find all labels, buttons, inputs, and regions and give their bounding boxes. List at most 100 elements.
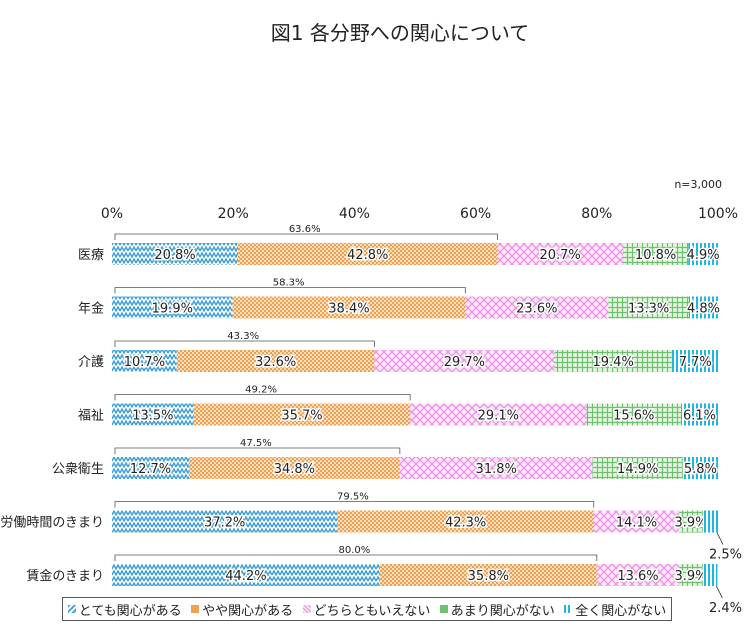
value-label: 14.1% bbox=[616, 516, 657, 531]
value-label: 6.1% bbox=[683, 409, 716, 424]
value-label: 4.8% bbox=[687, 302, 720, 317]
bar-segment bbox=[112, 243, 239, 265]
x-tick-label: 100% bbox=[698, 206, 738, 222]
bar-segment bbox=[497, 243, 623, 265]
bar-row: 福祉 49.2% 13.5% 35.7% 29.1% 15.6% 6.1% bbox=[78, 385, 718, 426]
value-label: 2.4% bbox=[709, 601, 742, 616]
bar-segment bbox=[112, 403, 194, 426]
leader-line bbox=[716, 585, 723, 599]
bar-segment bbox=[679, 564, 703, 586]
bracket-label: 79.5% bbox=[337, 492, 369, 503]
x-tick-label: 0% bbox=[101, 206, 123, 222]
bar-row: 労働時間のきまり 79.5% 37.2% 42.3% 14.1% 3.9% 2.5% bbox=[0, 492, 742, 563]
category-label: 公衆衛生 bbox=[52, 461, 104, 477]
legend-swatch bbox=[302, 605, 311, 613]
bar-segment bbox=[379, 564, 597, 586]
bracket-label: 49.2% bbox=[245, 385, 277, 396]
bar-segment bbox=[586, 403, 682, 426]
bar-segment bbox=[337, 510, 594, 533]
bar-segment bbox=[176, 350, 375, 372]
legend-item: どちらともいえない bbox=[302, 600, 431, 619]
bar-row: 介護 43.3% 10.7% 32.6% 29.7% 19.4% 7.7% bbox=[78, 331, 719, 372]
value-label: 32.6% bbox=[255, 355, 296, 370]
value-label: 4.9% bbox=[687, 248, 720, 263]
bar-segment bbox=[592, 457, 683, 479]
interest-bracket bbox=[114, 233, 498, 240]
sample-size-note: n=3,000 bbox=[674, 178, 722, 191]
x-axis-ticks: 0% 20% 40% 60% 80% 100% bbox=[101, 206, 738, 222]
value-label: 19.9% bbox=[152, 302, 193, 317]
x-tick-label: 20% bbox=[218, 206, 249, 222]
x-tick-label: 40% bbox=[339, 206, 370, 222]
bar-segment bbox=[679, 510, 703, 533]
bracket-label: 58.3% bbox=[273, 278, 305, 289]
bar-segment bbox=[682, 457, 718, 479]
value-label: 37.2% bbox=[204, 516, 245, 531]
interest-bracket bbox=[114, 394, 411, 401]
x-tick-label: 80% bbox=[581, 206, 612, 222]
bar-segment bbox=[193, 403, 411, 426]
category-label: 労働時間のきまり bbox=[0, 516, 104, 531]
bracket-label: 43.3% bbox=[227, 331, 259, 342]
interest-bracket bbox=[114, 554, 598, 561]
bar-row: 賃金のきまり 80.0% 44.2% 35.8% 13.6% 3.9% 2.4% bbox=[26, 545, 742, 616]
bar-segment bbox=[399, 457, 593, 479]
value-label: 20.8% bbox=[154, 248, 195, 263]
value-label: 34.8% bbox=[274, 462, 315, 477]
bar-segment bbox=[112, 510, 338, 533]
legend-label: どちらともいえない bbox=[313, 603, 431, 619]
legend-item: あまり関心がない bbox=[439, 600, 555, 619]
bar-segment bbox=[593, 510, 680, 533]
bar-row: 公衆衛生 47.5% 12.7% 34.8% 31.8% 14.9% 5.8% bbox=[52, 438, 718, 479]
bar-segment bbox=[112, 457, 189, 479]
bar-segment bbox=[702, 510, 718, 533]
value-label: 10.7% bbox=[124, 355, 165, 370]
bar-segment bbox=[374, 350, 555, 372]
value-label: 29.1% bbox=[478, 409, 519, 424]
value-label: 20.7% bbox=[539, 248, 580, 263]
category-label: 賃金のきまり bbox=[26, 568, 104, 584]
value-label: 42.8% bbox=[347, 248, 388, 263]
interest-bracket bbox=[114, 501, 595, 508]
value-label: 29.7% bbox=[444, 355, 485, 370]
value-label: 12.7% bbox=[130, 462, 171, 477]
value-label: 35.8% bbox=[468, 569, 509, 584]
category-label: 福祉 bbox=[78, 409, 104, 424]
bar-segment bbox=[188, 457, 400, 479]
legend-label: あまり関心がない bbox=[450, 603, 555, 619]
bar-segment bbox=[112, 564, 380, 586]
bar-segment bbox=[622, 243, 689, 265]
bar-row: 年金 58.3% 19.9% 38.4% 23.6% 13.3% 4.8% bbox=[78, 278, 721, 319]
legend-label: とても関心がある bbox=[78, 603, 182, 619]
value-label: 35.7% bbox=[281, 409, 322, 424]
value-label: 44.2% bbox=[225, 569, 266, 584]
value-label: 13.3% bbox=[628, 302, 669, 317]
interest-bracket bbox=[114, 340, 375, 347]
category-label: 年金 bbox=[78, 301, 104, 317]
value-label: 15.6% bbox=[613, 409, 654, 424]
category-label: 医療 bbox=[78, 248, 104, 263]
legend-label: やや関心がある bbox=[202, 603, 294, 619]
legend: とても関心がある やや関心がある どちらともいえない あまり関心がない 全く関心がない bbox=[62, 597, 672, 621]
leader-line bbox=[716, 532, 724, 545]
bar-segment bbox=[465, 296, 609, 319]
bar-segment bbox=[681, 403, 718, 426]
value-label: 3.9% bbox=[675, 516, 708, 531]
bar-segment bbox=[232, 296, 466, 319]
bracket-label: 80.0% bbox=[339, 545, 371, 556]
legend-swatch bbox=[564, 605, 573, 613]
value-label: 23.6% bbox=[516, 302, 557, 317]
value-label: 31.8% bbox=[476, 462, 517, 477]
value-label: 42.3% bbox=[445, 516, 486, 531]
x-tick-label: 60% bbox=[460, 206, 491, 222]
bar-segment bbox=[702, 564, 718, 586]
value-label: 14.9% bbox=[617, 462, 658, 477]
legend-swatch bbox=[67, 605, 76, 613]
bar-segment bbox=[410, 403, 587, 426]
bracket-label: 63.6% bbox=[289, 224, 321, 235]
bar-segment bbox=[238, 243, 498, 265]
legend-item: やや関心がある bbox=[191, 600, 293, 619]
bar-segment bbox=[112, 350, 177, 372]
category-label: 介護 bbox=[78, 354, 104, 370]
bar-segment bbox=[554, 350, 672, 372]
